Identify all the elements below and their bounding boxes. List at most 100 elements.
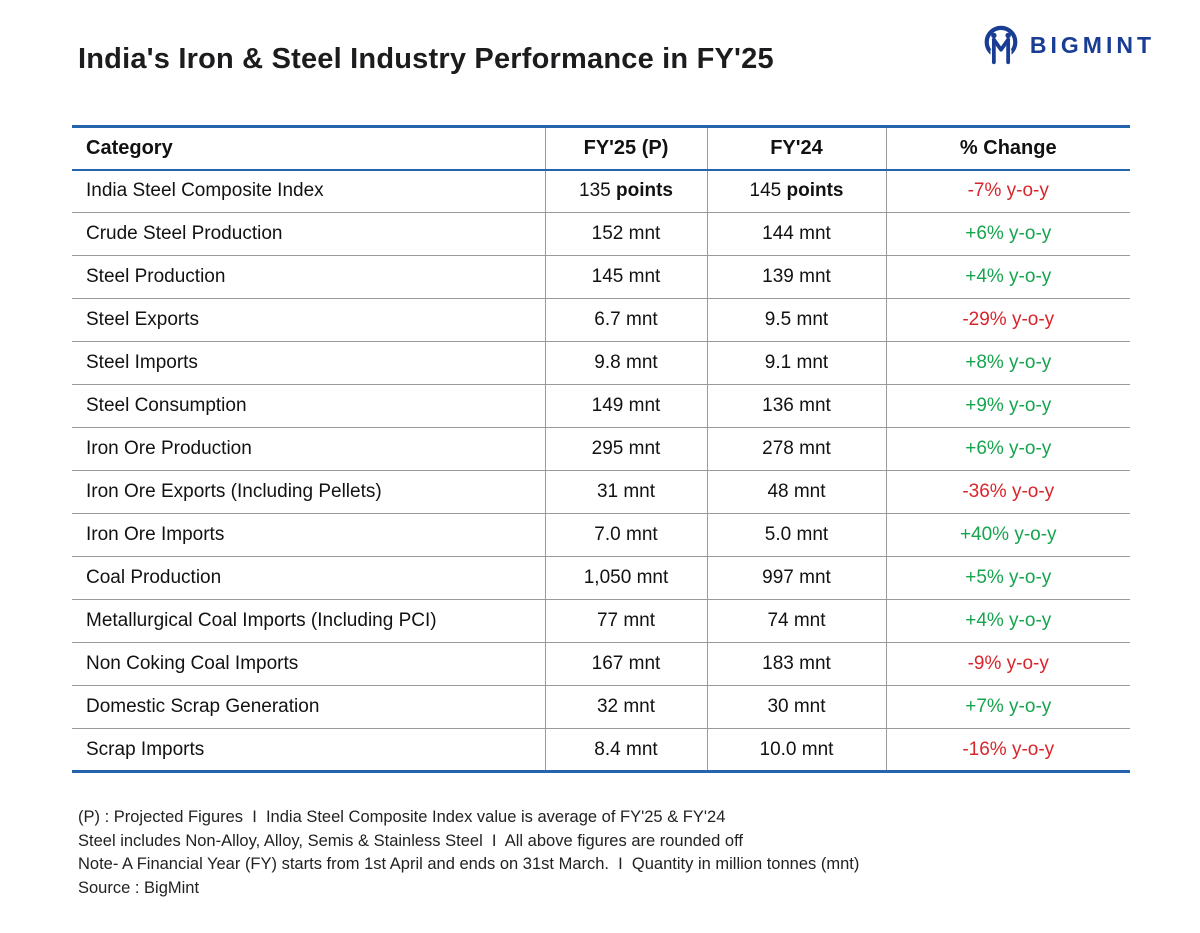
change-cell: -16% y-o-y <box>885 728 1130 772</box>
change-cell: -9% y-o-y <box>885 642 1130 686</box>
category-cell: Iron Ore Imports <box>72 513 545 557</box>
unit-text: mnt <box>626 524 658 545</box>
fy25-cell: 7.0 mnt <box>544 513 707 557</box>
fy25-cell: 1,050 mnt <box>544 556 707 600</box>
value-text: 9.8 <box>594 352 626 373</box>
footnote-projected: (P) : Projected Figures I India Steel Co… <box>78 808 726 826</box>
unit-text: mnt <box>628 266 661 287</box>
category-cell: Steel Production <box>72 255 545 299</box>
fy25-cell: 149 mnt <box>544 384 707 428</box>
value-text: 7.0 <box>594 524 626 545</box>
category-cell: Scrap Imports <box>72 728 545 772</box>
fy24-cell: 5.0 mnt <box>706 513 886 557</box>
value-text: 74 <box>767 610 794 631</box>
fy24-cell: 997 mnt <box>706 556 886 600</box>
category-cell: Steel Exports <box>72 298 545 342</box>
unit-text: points <box>615 180 673 202</box>
footnote-source: Source : BigMint <box>78 878 200 897</box>
fy25-cell: 152 mnt <box>544 212 707 256</box>
column-header-category: Category <box>72 126 545 171</box>
unit-text: mnt <box>793 481 826 502</box>
fy24-cell: 136 mnt <box>706 384 886 428</box>
unit-text: mnt <box>623 481 656 502</box>
fy25-cell: 295 mnt <box>544 427 707 471</box>
fy24-cell: 9.1 mnt <box>706 341 886 385</box>
value-text: 135 <box>579 180 616 202</box>
unit-text: mnt <box>796 309 829 330</box>
bigmint-logo-icon <box>984 25 1018 68</box>
fy25-cell: 6.7 mnt <box>544 298 707 342</box>
fy24-cell: 139 mnt <box>706 255 886 299</box>
unit-text: mnt <box>799 223 831 244</box>
unit-text: mnt <box>799 266 831 287</box>
value-text: 30 <box>767 696 794 717</box>
unit-text: mnt <box>626 309 658 330</box>
value-text: 278 <box>762 438 800 459</box>
value-text: 139 <box>762 266 800 287</box>
table-row: India Steel Composite Index 135 points 145… <box>72 169 1130 213</box>
category-cell: Coal Production <box>72 556 545 600</box>
table-row: Non Coking Coal Imports 167 mnt 183 mnt -9%… <box>72 642 1130 686</box>
change-cell: +8% y-o-y <box>885 341 1130 385</box>
table-header-row: Category FY'25 (P) FY'24 % Change <box>72 126 1130 171</box>
table-row: Metallurgical Coal Imports (Including PC… <box>72 599 1130 643</box>
category-cell: Steel Imports <box>72 341 545 385</box>
category-cell: Iron Ore Production <box>72 427 545 471</box>
fy25-cell: 9.8 mnt <box>544 341 707 385</box>
change-cell: +5% y-o-y <box>885 556 1130 600</box>
fy24-cell: 145 points <box>706 169 886 213</box>
fy25-cell: 145 mnt <box>544 255 707 299</box>
unit-text: mnt <box>796 524 829 545</box>
change-cell: -29% y-o-y <box>885 298 1130 342</box>
unit-text: mnt <box>793 610 826 631</box>
fy24-cell: 144 mnt <box>706 212 886 256</box>
performance-table: Category FY'25 (P) FY'24 % Change India … <box>72 125 1130 773</box>
column-header-change: % Change <box>885 126 1130 171</box>
value-text: 48 <box>767 481 794 502</box>
unit-text: mnt <box>801 738 834 760</box>
value-text: 31 <box>596 481 624 502</box>
table-row: Steel Production 145 mnt 139 mnt +4% y-o-y <box>72 255 1130 299</box>
column-header-fy25: FY'25 (P) <box>544 126 707 171</box>
unit-text: mnt <box>626 352 658 373</box>
change-cell: +7% y-o-y <box>885 685 1130 729</box>
unit-text: mnt <box>626 738 658 760</box>
unit-text: mnt <box>623 610 656 631</box>
table-row: Iron Ore Production 295 mnt 278 mnt +6% y-o… <box>72 427 1130 471</box>
unit-text: mnt <box>799 653 831 674</box>
change-cell: +4% y-o-y <box>885 599 1130 643</box>
table-row: Crude Steel Production 152 mnt 144 mnt +6% … <box>72 212 1130 256</box>
change-cell: +9% y-o-y <box>885 384 1130 428</box>
value-text: 144 <box>762 223 800 244</box>
unit-text: mnt <box>636 567 669 588</box>
fy24-cell: 30 mnt <box>706 685 886 729</box>
value-text: 183 <box>762 653 800 674</box>
table-row: Steel Exports 6.7 mnt 9.5 mnt -29% y-o-y <box>72 298 1130 342</box>
unit-text: mnt <box>628 653 661 674</box>
value-text: 152 <box>591 223 629 244</box>
value-text: 5.0 <box>764 524 797 545</box>
unit-text: mnt <box>793 696 826 717</box>
page-title: India's Iron & Steel Industry Performanc… <box>78 43 774 75</box>
unit-text: mnt <box>628 395 661 416</box>
footnote-financial-year: Note- A Financial Year (FY) starts from … <box>78 855 860 873</box>
change-cell: +40% y-o-y <box>885 513 1130 557</box>
unit-text: mnt <box>799 567 831 588</box>
value-text: 9.1 <box>764 352 797 373</box>
table-row: Steel Consumption 149 mnt 136 mnt +9% y-o-y <box>72 384 1130 428</box>
category-cell: Non Coking Coal Imports <box>72 642 545 686</box>
table-row: Iron Ore Exports (Including Pellets) 31 m… <box>72 470 1130 514</box>
value-text: 8.4 <box>594 738 626 760</box>
fy24-cell: 278 mnt <box>706 427 886 471</box>
category-cell: India Steel Composite Index <box>86 180 324 202</box>
unit-text: mnt <box>623 696 656 717</box>
fy25-cell: 32 mnt <box>544 685 707 729</box>
change-cell: -7% y-o-y <box>885 169 1130 213</box>
value-text: 77 <box>596 610 624 631</box>
category-cell: Domestic Scrap Generation <box>72 685 545 729</box>
value-text: 136 <box>762 395 800 416</box>
value-text: 10.0 <box>759 738 802 760</box>
fy25-cell: 8.4 mnt <box>544 728 707 772</box>
table-row: Steel Imports 9.8 mnt 9.1 mnt +8% y-o-y <box>72 341 1130 385</box>
